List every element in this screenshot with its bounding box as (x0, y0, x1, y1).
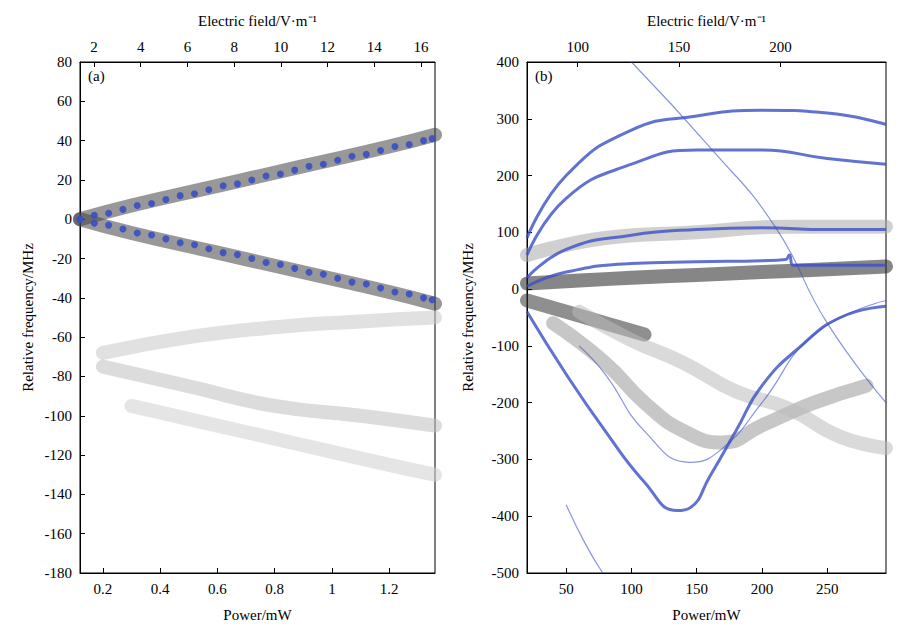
svg-text:20: 20 (57, 172, 72, 188)
svg-text:Electric field/V·m⁻¹: Electric field/V·m⁻¹ (198, 13, 317, 29)
svg-text:-100: -100 (492, 338, 520, 354)
svg-text:Power/mW: Power/mW (223, 607, 292, 623)
svg-text:6: 6 (184, 39, 192, 55)
svg-text:0.4: 0.4 (151, 581, 170, 597)
svg-text:12: 12 (320, 39, 335, 55)
svg-text:0: 0 (65, 211, 73, 227)
svg-text:50: 50 (559, 581, 574, 597)
svg-text:-160: -160 (45, 526, 73, 542)
svg-text:150: 150 (668, 39, 691, 55)
svg-text:100: 100 (497, 224, 520, 240)
svg-text:-140: -140 (45, 486, 73, 502)
svg-text:-40: -40 (52, 290, 72, 306)
svg-text:0.2: 0.2 (94, 581, 113, 597)
svg-text:60: 60 (57, 93, 72, 109)
svg-text:16: 16 (413, 39, 429, 55)
svg-text:10: 10 (273, 39, 288, 55)
svg-text:8: 8 (230, 39, 238, 55)
svg-text:14: 14 (367, 39, 383, 55)
svg-text:4: 4 (137, 39, 145, 55)
svg-text:-300: -300 (492, 451, 520, 467)
svg-text:0.8: 0.8 (265, 581, 284, 597)
svg-text:Relative frequency/MHz: Relative frequency/MHz (460, 243, 476, 392)
svg-text:-80: -80 (52, 368, 72, 384)
svg-text:Electric field/V·m⁻¹: Electric field/V·m⁻¹ (647, 13, 766, 29)
svg-text:Relative frequency/MHz: Relative frequency/MHz (20, 243, 36, 392)
svg-text:-180: -180 (45, 565, 73, 581)
svg-text:0: 0 (512, 281, 520, 297)
svg-text:200: 200 (497, 168, 520, 184)
svg-text:1.2: 1.2 (380, 581, 399, 597)
svg-text:-500: -500 (492, 565, 520, 581)
svg-text:400: 400 (497, 54, 520, 70)
svg-text:Power/mW: Power/mW (672, 607, 741, 623)
svg-text:(b): (b) (535, 68, 553, 85)
svg-text:1: 1 (328, 581, 336, 597)
svg-text:200: 200 (769, 39, 792, 55)
svg-text:80: 80 (57, 54, 72, 70)
svg-text:-400: -400 (492, 508, 520, 524)
svg-text:(a): (a) (88, 68, 105, 85)
svg-text:250: 250 (816, 581, 839, 597)
svg-text:300: 300 (497, 111, 520, 127)
svg-text:-120: -120 (45, 447, 73, 463)
svg-text:-60: -60 (52, 329, 72, 345)
svg-text:100: 100 (620, 581, 643, 597)
svg-text:-20: -20 (52, 251, 72, 267)
svg-text:150: 150 (685, 581, 708, 597)
svg-text:100: 100 (566, 39, 589, 55)
svg-text:200: 200 (751, 581, 774, 597)
svg-text:2: 2 (90, 39, 98, 55)
svg-text:40: 40 (57, 133, 72, 149)
svg-text:-100: -100 (45, 408, 73, 424)
svg-text:0.6: 0.6 (208, 581, 227, 597)
svg-text:-200: -200 (492, 395, 520, 411)
